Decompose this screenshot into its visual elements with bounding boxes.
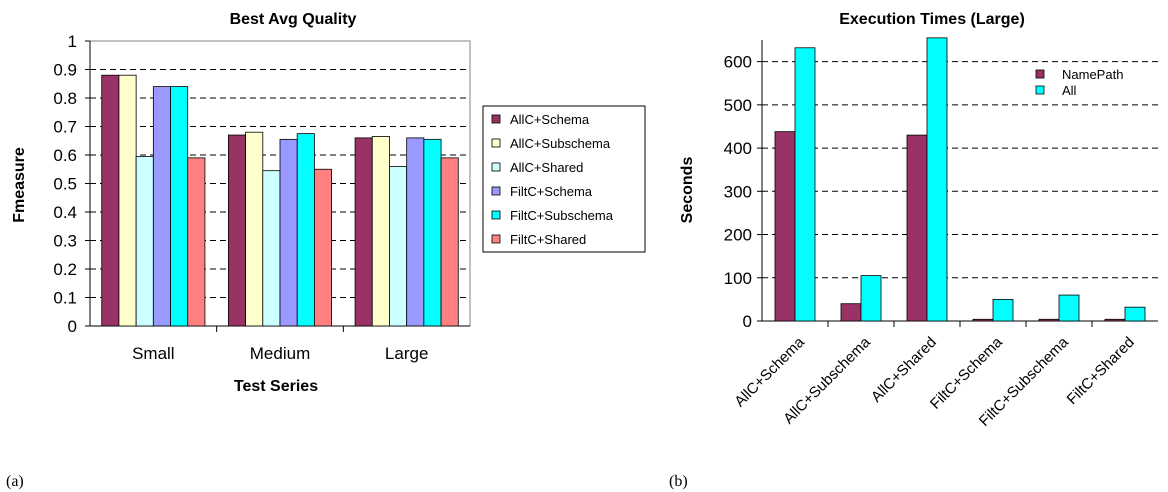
chart-a-bar xyxy=(118,74,137,327)
chart-a-y-tick-label: 0.2 xyxy=(53,260,77,279)
chart-a-bar xyxy=(227,134,246,327)
chart-a-bar xyxy=(423,138,442,327)
chart-a-legend-label: AllC+Schema xyxy=(510,112,590,127)
chart-a-legend-swatch xyxy=(491,210,501,220)
chart-b-bar xyxy=(840,303,862,322)
chart-b-y-tick-label: 500 xyxy=(724,96,752,115)
chart-a-legend-swatch xyxy=(491,114,501,124)
chart-a-bar xyxy=(279,138,298,327)
chart-a-legend-swatch xyxy=(491,138,501,148)
chart-b-bar xyxy=(1058,294,1080,322)
chart-a-bar xyxy=(152,86,171,327)
chart-a-legend-label: FiltC+Schema xyxy=(510,184,593,199)
panel-label-a: (a) xyxy=(6,473,24,490)
chart-a-bar xyxy=(389,165,408,327)
chart-b-plot-area xyxy=(762,40,1158,321)
chart-a-legend-box xyxy=(482,105,646,253)
chart-a-x-tick-label: Large xyxy=(385,344,428,363)
chart-b-bar xyxy=(860,275,882,322)
chart-a-bar xyxy=(371,136,390,327)
chart-a-x-tick-label: Small xyxy=(132,344,175,363)
chart-b-bar xyxy=(774,131,796,322)
chart-b-y-tick-label: 400 xyxy=(724,139,752,158)
chart-a-y-tick-label: 0.7 xyxy=(53,118,77,137)
chart-a-bar xyxy=(101,74,120,327)
chart-a-bar xyxy=(245,131,264,327)
chart-a-legend-swatch xyxy=(491,234,501,244)
chart-a-y-tick-label: 0.5 xyxy=(53,175,77,194)
chart-b-legend-label: All xyxy=(1062,83,1077,98)
chart-a-legend-swatch xyxy=(491,162,501,172)
chart-a-bar xyxy=(440,157,459,327)
chart-b-y-tick-label: 0 xyxy=(743,312,752,331)
chart-a-y-tick-label: 0.9 xyxy=(53,61,77,80)
chart-b-bar xyxy=(972,318,994,322)
chart-b-y-tick-label: 100 xyxy=(724,269,752,288)
chart-b-y-tick-label: 200 xyxy=(724,226,752,245)
chart-a-legend-label: FiltC+Shared xyxy=(510,232,586,247)
chart-a-bar xyxy=(354,137,373,327)
chart-a-bar xyxy=(296,133,315,327)
chart-a-x-axis-title: Test Series xyxy=(234,378,318,395)
chart-a-title: Best Avg Quality xyxy=(230,11,357,28)
chart-a-bar xyxy=(313,168,332,327)
chart-a-y-tick-label: 0.1 xyxy=(53,289,77,308)
chart-b-legend-swatch xyxy=(1035,69,1045,79)
chart-b-title: Execution Times (Large) xyxy=(839,11,1025,28)
chart-b-x-tick-label: FiltC+Shared xyxy=(1064,334,1138,408)
chart-a-bar xyxy=(406,137,425,327)
chart-a-y-tick-label: 0.4 xyxy=(53,203,77,222)
chart-b-y-tick-label: 300 xyxy=(724,182,752,201)
chart-a-legend-label: AllC+Shared xyxy=(510,160,583,175)
chart-b-x-tick-label: AllC+Shared xyxy=(868,334,940,406)
chart-b-y-tick-label: 600 xyxy=(724,53,752,72)
chart-a-bar xyxy=(135,156,154,327)
chart-a-bar xyxy=(262,170,281,327)
chart-a-legend-swatch xyxy=(491,186,501,196)
chart-b-legend-label: NamePath xyxy=(1062,67,1123,82)
chart-a-y-tick-label: 0 xyxy=(68,317,77,336)
chart-a-y-tick-label: 0.3 xyxy=(53,232,77,251)
chart-b-bar xyxy=(1104,318,1126,322)
chart-b-bar xyxy=(906,134,928,322)
chart-a-legend-label: AllC+Subschema xyxy=(510,136,611,151)
chart-a-y-tick-label: 1 xyxy=(68,32,77,51)
chart-a-bar xyxy=(187,157,206,327)
chart-b-bar xyxy=(794,47,816,322)
chart-a-y-axis-title: Fmeasure xyxy=(11,147,28,223)
chart-b-y-axis-title: Seconds xyxy=(679,157,696,224)
chart-a-x-tick-label: Medium xyxy=(250,344,310,363)
chart-b-bar xyxy=(1038,318,1060,322)
chart-b-bar xyxy=(1124,306,1146,322)
chart-b-legend-swatch xyxy=(1035,85,1045,95)
chart-a-legend-label: FiltC+Subschema xyxy=(510,208,614,223)
chart-a-y-tick-label: 0.6 xyxy=(53,146,77,165)
chart-b-bar xyxy=(992,298,1014,322)
chart-a-bar xyxy=(170,86,189,327)
panel-label-b: (b) xyxy=(669,473,688,490)
chart-b-bar xyxy=(926,37,948,322)
chart-a-y-tick-label: 0.8 xyxy=(53,89,77,108)
